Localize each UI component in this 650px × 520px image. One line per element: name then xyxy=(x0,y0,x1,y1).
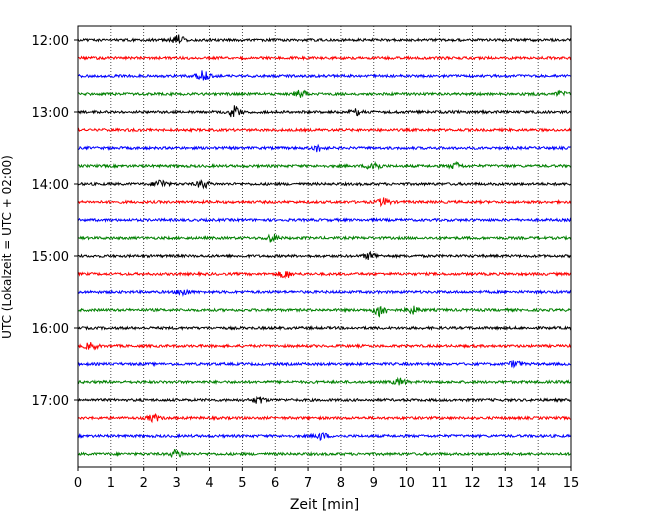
trace-row-14:00 xyxy=(77,178,572,190)
trace-row-14:45 xyxy=(77,233,572,243)
x-axis-label: Zeit [min] xyxy=(290,497,359,513)
x-tick-label-0: 0 xyxy=(74,476,82,491)
trace-row-17:15 xyxy=(77,412,572,424)
x-tick-label-7: 7 xyxy=(304,476,312,491)
x-tick-label-10: 10 xyxy=(398,476,415,491)
x-tick-label-3: 3 xyxy=(172,476,180,491)
y-axis-label: UTC (Lokalzeit = UTC + 02:00) xyxy=(0,155,14,339)
y-tick-label-14:00: 14:00 xyxy=(32,178,69,193)
trace-row-13:00 xyxy=(77,105,572,118)
trace-row-16:15 xyxy=(77,342,572,351)
y-axis-ticks: 12:00 13:00 14:00 15:00 16:00 17:00 xyxy=(32,34,78,409)
trace-row-15:00 xyxy=(77,250,572,261)
trace-row-16:45 xyxy=(77,376,572,386)
x-tick-label-12: 12 xyxy=(464,476,481,491)
x-tick-label-2: 2 xyxy=(140,476,148,491)
trace-row-14:30 xyxy=(77,217,572,223)
trace-row-13:15 xyxy=(77,126,572,134)
y-tick-label-12:00: 12:00 xyxy=(32,34,69,49)
y-tick-label-15:00: 15:00 xyxy=(32,250,69,265)
x-tick-label-11: 11 xyxy=(431,476,448,491)
plot-frame xyxy=(77,25,572,468)
x-tick-label-14: 14 xyxy=(530,476,547,491)
x-tick-label-5: 5 xyxy=(238,476,246,491)
x-tick-label-8: 8 xyxy=(337,476,345,491)
x-tick-label-1: 1 xyxy=(107,476,115,491)
x-axis-ticks: 0 1 2 3 4 5 6 7 8 9 10 11 12 13 14 15 xyxy=(74,467,579,491)
trace-row-17:00 xyxy=(77,395,572,404)
trace-row-13:45 xyxy=(77,160,572,171)
y-tick-label-13:00: 13:00 xyxy=(32,106,69,121)
trace-row-12:45 xyxy=(77,89,572,98)
trace-row-14:15 xyxy=(77,197,572,208)
trace-row-15:45 xyxy=(77,305,572,318)
y-tick-label-17:00: 17:00 xyxy=(32,394,69,409)
x-tick-label-13: 13 xyxy=(497,476,514,491)
trace-row-12:15 xyxy=(77,55,572,61)
trace-row-16:00 xyxy=(77,325,572,331)
trace-row-12:30 xyxy=(77,70,572,81)
x-tick-label-6: 6 xyxy=(271,476,279,491)
trace-row-17:30 xyxy=(77,432,572,442)
x-tick-label-9: 9 xyxy=(370,476,378,491)
trace-row-16:30 xyxy=(77,360,572,369)
x-tick-label-4: 4 xyxy=(205,476,213,491)
trace-row-17:45 xyxy=(77,448,572,459)
traces-layer xyxy=(77,34,572,459)
trace-row-15:30 xyxy=(77,288,572,297)
trace-row-13:30 xyxy=(77,143,572,153)
x-tick-label-15: 15 xyxy=(563,476,580,491)
trace-row-15:15 xyxy=(77,270,572,279)
y-tick-label-16:00: 16:00 xyxy=(32,322,69,337)
trace-row-12:00 xyxy=(77,34,572,45)
